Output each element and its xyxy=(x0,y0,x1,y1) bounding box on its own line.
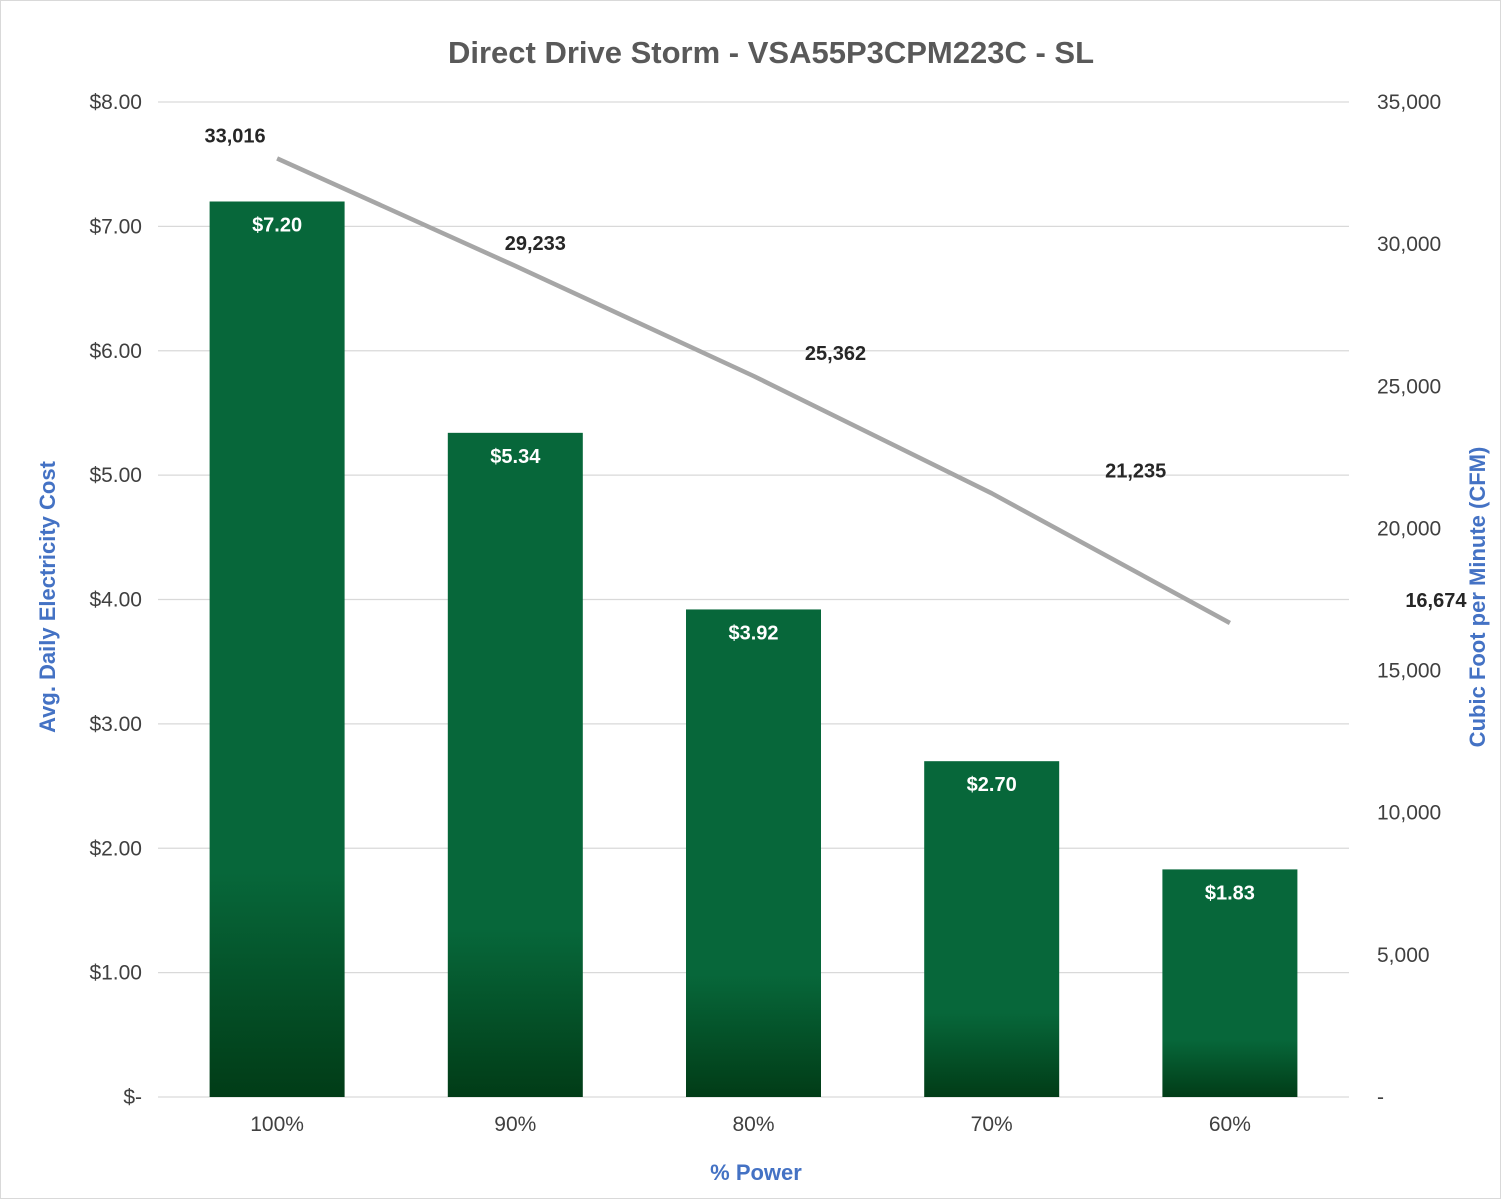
line-value-label: 16,674 xyxy=(1405,590,1467,612)
bar xyxy=(1162,869,1298,1097)
x-tick-label: 60% xyxy=(1209,1113,1251,1136)
x-tick-label: 90% xyxy=(494,1113,536,1136)
y2-tick-label: 20,000 xyxy=(1377,517,1441,540)
bar-value-label: $1.83 xyxy=(1205,882,1255,904)
bar xyxy=(924,761,1060,1097)
chart-title: Direct Drive Storm - VSA55P3CPM223C - SL xyxy=(448,35,1094,70)
y-tick-label: $5.00 xyxy=(89,464,142,487)
y-tick-label: $2.00 xyxy=(89,837,142,860)
y2-tick-label: 30,000 xyxy=(1377,233,1441,256)
bars xyxy=(209,201,1298,1097)
y-tick-label: $7.00 xyxy=(89,215,142,238)
bar-value-label: $3.92 xyxy=(728,622,778,644)
bar xyxy=(686,609,821,1097)
x-tick-label: 70% xyxy=(971,1113,1013,1136)
y-tick-label: $4.00 xyxy=(89,589,142,612)
bar-value-label: $5.34 xyxy=(490,446,541,468)
line-value-label: 29,233 xyxy=(505,233,566,255)
y2-tick-label: 15,000 xyxy=(1377,660,1441,683)
y2-tick-label: 35,000 xyxy=(1377,91,1441,114)
x-tick-label: 100% xyxy=(250,1113,304,1136)
y2-tick-label: 25,000 xyxy=(1377,375,1441,398)
y-axis-title: Avg. Daily Electricity Cost xyxy=(35,460,60,733)
y-tick-label: $3.00 xyxy=(89,713,142,736)
y2-tick-label: 5,000 xyxy=(1377,944,1430,967)
bar-value-label: $2.70 xyxy=(967,774,1017,796)
bar xyxy=(209,201,345,1097)
y-tick-label: $6.00 xyxy=(89,340,142,363)
cfm-line-series xyxy=(276,156,1231,625)
line-value-label: 21,235 xyxy=(1105,460,1166,482)
y-tick-label: $1.00 xyxy=(89,962,142,985)
y2-axis-title: Cubic Foot per Minute (CFM) xyxy=(1465,447,1490,748)
x-axis-title: % Power xyxy=(710,1160,802,1185)
x-tick-label: 80% xyxy=(732,1113,774,1136)
y-tick-label: $8.00 xyxy=(89,91,142,114)
cfm-line xyxy=(276,156,1231,625)
y-tick-label: $- xyxy=(123,1086,142,1109)
data-labels: $7.20 $5.34 $3.92 $2.70 $1.83 33,016 29,233 25,… xyxy=(205,125,1468,904)
gridlines xyxy=(158,101,1349,1098)
y2-tick-label: 10,000 xyxy=(1377,802,1441,825)
axes: $- $1.00 $2.00 $3.00 $4.00 $5.00 $6.00 $7.00 $8.… xyxy=(89,91,1441,1136)
bar-value-label: $7.20 xyxy=(252,215,302,237)
y2-tick-label: - xyxy=(1377,1086,1384,1109)
bar xyxy=(447,432,583,1097)
line-value-label: 25,362 xyxy=(805,343,866,365)
line-value-label: 33,016 xyxy=(205,125,266,147)
